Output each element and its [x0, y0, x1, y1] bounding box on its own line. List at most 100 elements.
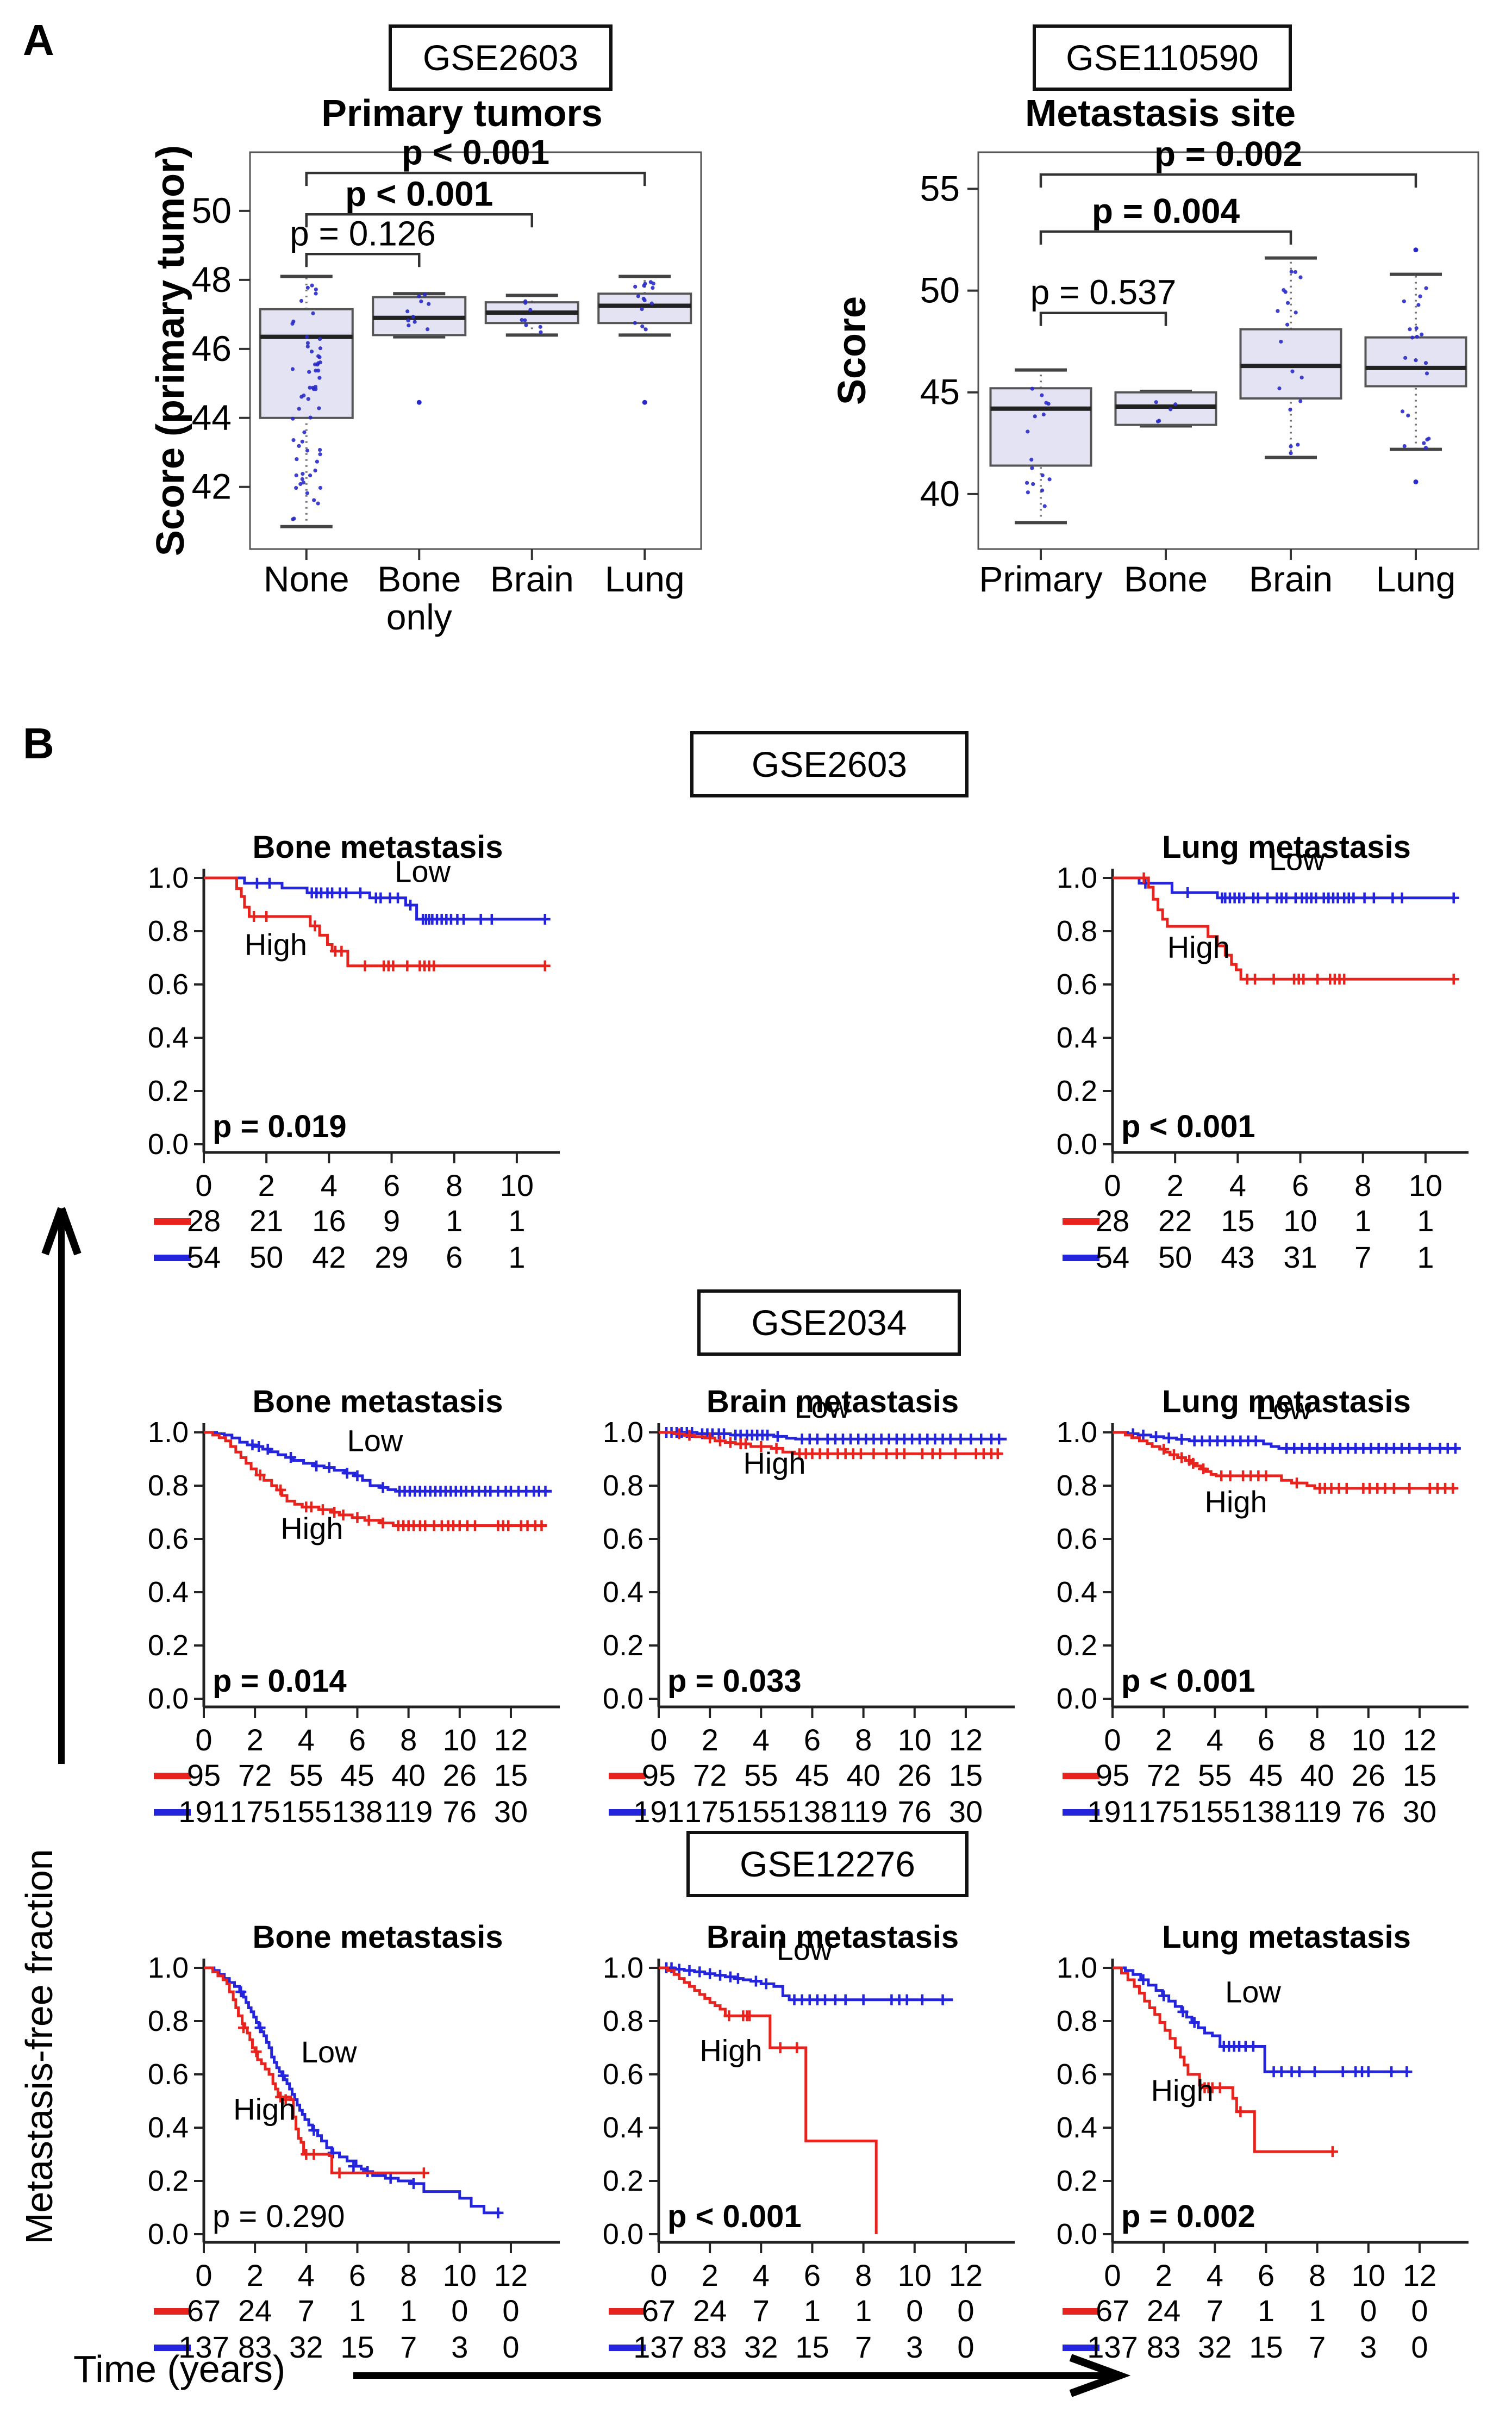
svg-text:p = 0.004: p = 0.004	[1092, 191, 1240, 230]
svg-text:0.8: 0.8	[603, 2005, 643, 2037]
svg-text:0.8: 0.8	[148, 915, 189, 947]
svg-text:10: 10	[1283, 1204, 1317, 1238]
svg-text:7: 7	[753, 2293, 770, 2328]
svg-text:12: 12	[949, 1723, 983, 1757]
svg-text:High: High	[1204, 1485, 1267, 1519]
svg-text:Low: Low	[395, 854, 451, 888]
svg-text:2: 2	[702, 1723, 718, 1757]
svg-text:76: 76	[443, 1794, 477, 1829]
svg-text:0: 0	[451, 2293, 468, 2328]
svg-text:7: 7	[1354, 1240, 1371, 1274]
svg-text:155: 155	[736, 1794, 786, 1829]
time-years-axis-label: Time (years)	[73, 2348, 286, 2390]
svg-text:6: 6	[446, 1240, 463, 1274]
svg-text:High: High	[743, 1446, 805, 1480]
svg-text:0.2: 0.2	[603, 2165, 643, 2197]
svg-text:1: 1	[804, 2293, 821, 2328]
svg-text:15: 15	[949, 1758, 983, 1792]
svg-text:137: 137	[1087, 2330, 1138, 2364]
svg-text:0: 0	[195, 1168, 212, 1202]
svg-text:24: 24	[693, 2293, 727, 2328]
svg-text:72: 72	[238, 1758, 272, 1792]
svg-text:83: 83	[1147, 2330, 1180, 2364]
svg-text:0.0: 0.0	[1057, 1128, 1097, 1161]
svg-text:175: 175	[684, 1794, 735, 1829]
svg-text:0.2: 0.2	[603, 1629, 643, 1662]
svg-text:16: 16	[312, 1204, 346, 1238]
svg-text:72: 72	[693, 1758, 727, 1792]
svg-text:8: 8	[400, 2258, 417, 2292]
svg-text:High: High	[1167, 930, 1230, 964]
svg-text:43: 43	[1221, 1240, 1254, 1274]
svg-text:7: 7	[1207, 2293, 1223, 2328]
svg-text:Score (primary tumor): Score (primary tumor)	[149, 145, 192, 556]
svg-text:Lung metastasis: Lung metastasis	[1162, 1919, 1411, 1955]
svg-text:0.0: 0.0	[1057, 1682, 1097, 1715]
svg-text:0: 0	[957, 2293, 974, 2328]
svg-text:0.8: 0.8	[603, 1469, 643, 1502]
svg-text:7: 7	[298, 2293, 315, 2328]
panel-a-label: A	[23, 16, 54, 64]
svg-text:0.2: 0.2	[148, 2165, 189, 2197]
svg-text:1.0: 1.0	[1057, 1952, 1097, 1984]
svg-text:8: 8	[855, 2258, 872, 2292]
svg-text:1.0: 1.0	[1057, 862, 1097, 894]
svg-text:6: 6	[804, 1723, 821, 1757]
svg-text:4: 4	[753, 2258, 770, 2292]
svg-text:8: 8	[446, 1168, 463, 1202]
time-axis-right-arrow-icon	[353, 2354, 1131, 2397]
svg-text:1.0: 1.0	[603, 1952, 643, 1984]
svg-text:p < 0.001: p < 0.001	[667, 2199, 802, 2234]
svg-text:1.0: 1.0	[603, 1416, 643, 1449]
svg-text:26: 26	[1352, 1758, 1385, 1792]
svg-text:Primary: Primary	[979, 559, 1102, 599]
svg-text:1.0: 1.0	[1057, 1416, 1097, 1449]
svg-text:0.6: 0.6	[148, 968, 189, 1001]
svg-text:191: 191	[178, 1794, 229, 1829]
svg-text:67: 67	[1096, 2293, 1129, 2328]
svg-text:40: 40	[1300, 1758, 1334, 1792]
panel-b-label: B	[23, 719, 54, 768]
svg-text:1.0: 1.0	[148, 1952, 189, 1984]
svg-text:0.8: 0.8	[148, 2005, 189, 2037]
svg-text:138: 138	[787, 1794, 838, 1829]
svg-text:Lung: Lung	[1376, 559, 1456, 599]
svg-text:138: 138	[1241, 1794, 1291, 1829]
svg-text:95: 95	[1096, 1758, 1129, 1792]
svg-text:0.0: 0.0	[1057, 2218, 1097, 2251]
km-curve-low	[1113, 1966, 1407, 2073]
svg-text:0.8: 0.8	[148, 1469, 189, 1502]
svg-text:45: 45	[1249, 1758, 1283, 1792]
km-body: Bone metastasis 0.0 0.2 0.4 0.6 0.8 1.0 0 2 4 6 8 10…	[148, 1384, 560, 1829]
svg-text:48: 48	[192, 259, 232, 300]
svg-text:Brain metastasis: Brain metastasis	[707, 1919, 959, 1955]
svg-text:55: 55	[1198, 1758, 1232, 1792]
svg-text:Score: Score	[830, 296, 874, 405]
km-body: Lung metastasis 0.0 0.2 0.4 0.6 0.8 1.0 0 2 4 6 8 10…	[1057, 830, 1469, 1274]
svg-text:12: 12	[1403, 2258, 1436, 2292]
metastasis-free-fraction-axis-label: Metastasis-free fraction	[18, 1849, 60, 2245]
svg-text:24: 24	[1147, 2293, 1180, 2328]
svg-text:10: 10	[1409, 1168, 1442, 1202]
svg-text:High: High	[280, 1511, 343, 1545]
svg-text:0.4: 0.4	[603, 1576, 643, 1609]
km-curve-high	[1113, 876, 1454, 981]
svg-text:p = 0.002: p = 0.002	[1121, 2199, 1255, 2234]
boxplot-body: Score (primary tumor)42 44 46 48 50 None Boneo…	[149, 133, 702, 637]
svg-text:10: 10	[443, 2258, 477, 2292]
svg-text:15: 15	[1249, 2330, 1283, 2364]
svg-text:p = 0.537: p = 0.537	[1030, 273, 1177, 312]
svg-text:0.4: 0.4	[148, 2111, 189, 2144]
svg-text:0.4: 0.4	[1057, 2111, 1097, 2144]
svg-text:Brain metastasis: Brain metastasis	[707, 1384, 959, 1419]
svg-text:55: 55	[920, 168, 960, 208]
svg-text:54: 54	[1096, 1240, 1129, 1274]
svg-text:0.6: 0.6	[603, 2058, 643, 2091]
svg-text:67: 67	[642, 2293, 676, 2328]
svg-text:1.0: 1.0	[148, 862, 189, 894]
svg-text:4: 4	[298, 2258, 315, 2292]
svg-text:138: 138	[332, 1794, 383, 1829]
svg-text:10: 10	[1352, 2258, 1385, 2292]
svg-text:2: 2	[258, 1168, 275, 1202]
